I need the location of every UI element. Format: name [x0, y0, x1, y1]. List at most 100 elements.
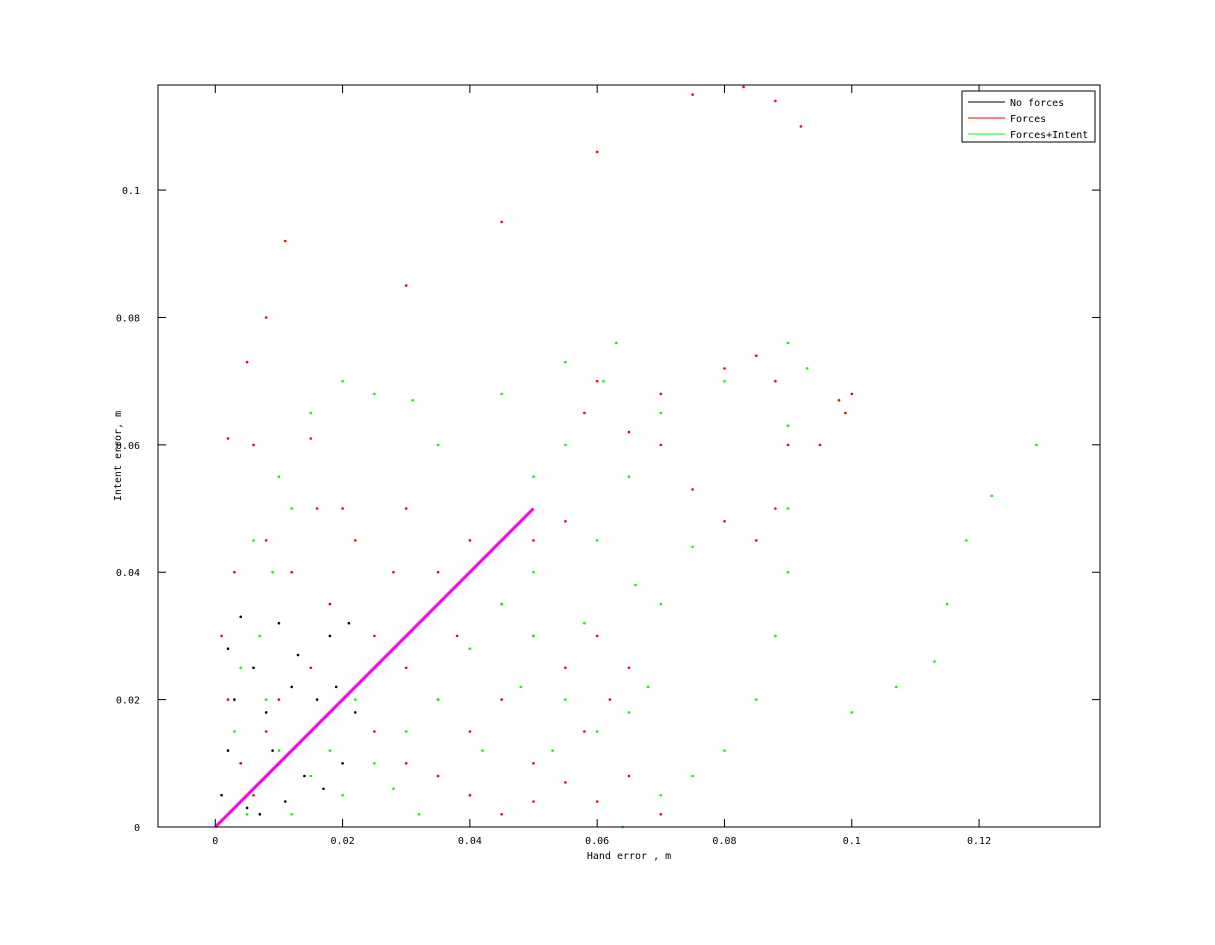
- point-forces: [500, 813, 504, 816]
- point-forces-intent: [659, 793, 663, 797]
- point-forces-intent: [564, 443, 567, 447]
- point-no-forces: [277, 621, 281, 625]
- point-forces-intent: [532, 475, 535, 479]
- point-forces: [341, 507, 344, 510]
- point-no-forces: [252, 666, 255, 670]
- point-forces-intent: [786, 424, 790, 428]
- y-axis-ticks: 0 0.02 0.04 0.06 0.08 0.1: [116, 186, 1100, 834]
- x-tick-label: 0.12: [967, 836, 991, 847]
- point-forces-intent: [233, 730, 236, 733]
- point-forces-intent: [634, 583, 637, 587]
- point-forces-intent: [354, 698, 357, 701]
- point-forces: [328, 602, 332, 606]
- point-no-forces: [284, 800, 287, 803]
- point-forces: [436, 774, 440, 778]
- point-no-forces: [322, 787, 325, 791]
- point-forces-intent: [615, 341, 618, 345]
- point-forces: [404, 284, 408, 287]
- axes-box: [157, 84, 1101, 828]
- point-forces-intent: [895, 685, 898, 689]
- point-forces-intent: [252, 539, 255, 542]
- point-forces: [373, 634, 376, 638]
- point-forces: [850, 392, 854, 396]
- point-forces: [500, 698, 504, 701]
- point-forces-intent: [786, 570, 790, 574]
- point-no-forces: [226, 749, 230, 752]
- point-forces: [315, 507, 319, 510]
- point-forces-intent: [417, 813, 421, 816]
- point-forces-intent: [309, 411, 313, 415]
- point-no-forces: [347, 621, 351, 625]
- data-points: [220, 85, 1038, 829]
- point-forces-intent: [786, 507, 790, 510]
- x-axis-label: Hand error , m: [587, 851, 671, 862]
- point-forces-intent: [805, 367, 809, 370]
- point-forces-intent: [373, 762, 376, 765]
- point-forces-intent: [646, 685, 650, 689]
- point-no-forces: [264, 711, 268, 714]
- point-no-forces: [328, 634, 332, 638]
- point-forces: [818, 443, 822, 447]
- point-forces: [659, 813, 663, 816]
- point-forces: [404, 762, 408, 765]
- point-forces: [392, 570, 395, 574]
- point-forces-intent: [965, 539, 968, 542]
- point-forces-intent: [595, 539, 599, 542]
- point-no-forces: [341, 762, 344, 765]
- point-forces-intent: [436, 443, 440, 447]
- point-forces: [691, 488, 694, 491]
- point-forces: [742, 85, 745, 89]
- point-forces-intent: [264, 698, 268, 701]
- point-forces: [500, 220, 504, 224]
- point-forces: [532, 762, 535, 765]
- point-forces: [774, 99, 777, 103]
- point-forces: [264, 316, 268, 319]
- point-forces: [755, 354, 758, 358]
- y-tick-label: 0.02: [116, 696, 140, 707]
- point-forces: [245, 360, 249, 364]
- point-no-forces: [334, 685, 338, 689]
- point-forces: [595, 379, 599, 383]
- point-forces-intent: [532, 634, 535, 638]
- point-forces: [309, 666, 313, 670]
- point-forces-intent: [583, 621, 586, 625]
- legend-label-forces: Forces: [1010, 114, 1046, 125]
- point-forces: [564, 666, 567, 670]
- point-forces: [264, 539, 268, 542]
- point-forces: [583, 411, 586, 415]
- point-forces: [277, 698, 281, 701]
- point-forces-intent: [723, 379, 726, 383]
- point-forces: [583, 730, 586, 733]
- point-forces: [837, 399, 841, 402]
- point-forces-intent: [309, 774, 313, 778]
- point-forces: [455, 634, 459, 638]
- legend: No forces Forces Forces+Intent: [961, 90, 1096, 143]
- point-forces-intent: [341, 793, 344, 797]
- point-forces-intent: [500, 602, 504, 606]
- point-forces-intent: [290, 813, 294, 816]
- point-forces: [627, 666, 631, 670]
- point-forces: [264, 730, 268, 733]
- point-forces: [354, 539, 357, 542]
- y-tick-label: 0: [134, 823, 140, 834]
- point-forces: [723, 367, 726, 370]
- point-forces: [220, 634, 223, 638]
- y-tick-label: 0.1: [122, 186, 140, 197]
- legend-label-no-forces: No forces: [1010, 98, 1064, 109]
- point-forces-intent: [551, 749, 554, 752]
- point-forces-intent: [691, 545, 694, 549]
- point-forces-intent: [659, 602, 663, 606]
- point-no-forces: [245, 806, 249, 810]
- point-no-forces: [239, 615, 242, 619]
- point-forces: [290, 570, 294, 574]
- point-forces-intent: [290, 507, 294, 510]
- x-tick-label: 0.1: [843, 836, 861, 847]
- x-tick-label: 0.06: [585, 836, 609, 847]
- x-tick-label: 0.08: [712, 836, 736, 847]
- point-forces: [564, 520, 567, 523]
- point-forces-intent: [627, 711, 631, 714]
- point-forces-intent: [723, 749, 726, 752]
- point-forces-intent: [436, 698, 440, 701]
- point-forces-intent: [564, 360, 567, 364]
- y-tick-label: 0.08: [116, 313, 140, 324]
